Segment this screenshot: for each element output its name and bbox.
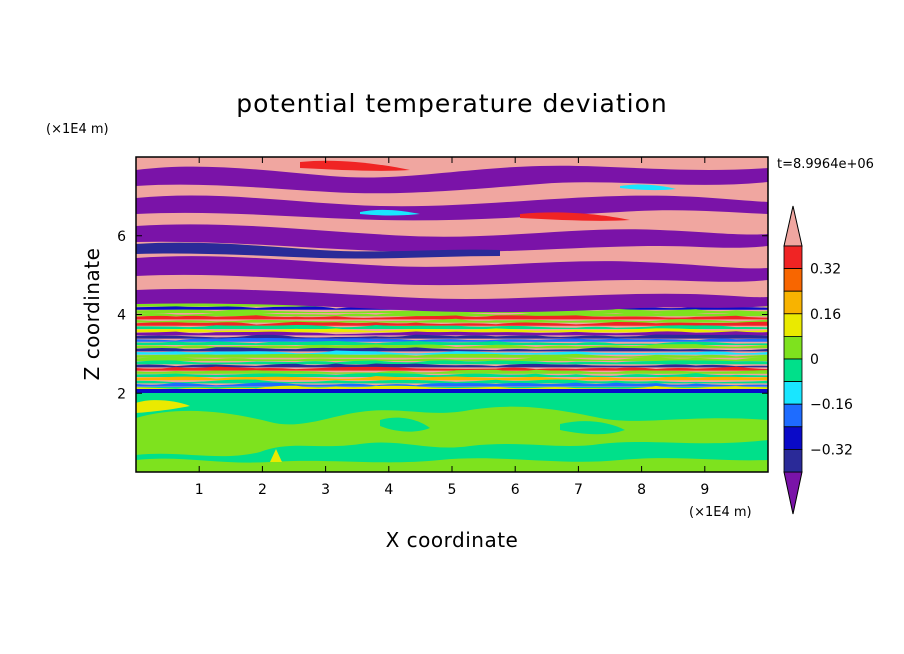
contour-band (136, 356, 768, 361)
contour-band (136, 363, 768, 368)
colorbar-label: 0.32 (810, 262, 841, 278)
contour-band (136, 376, 768, 381)
contour-band (136, 318, 768, 323)
contour-band (136, 324, 768, 329)
contour-field (136, 157, 768, 472)
x-tick-label: 2 (258, 482, 267, 498)
lower-blob (270, 449, 282, 462)
upper-band (136, 165, 768, 194)
time-label: t=8.9964e+06 (777, 157, 874, 172)
upper-band (136, 242, 500, 259)
x-tick-label: 7 (574, 482, 583, 498)
colorbar-bin (783, 245, 803, 270)
contour-band (136, 366, 768, 371)
colorbar-bin (783, 426, 803, 450)
contour-band (136, 328, 768, 333)
upper-band (136, 256, 768, 286)
colorbar-bin (783, 290, 803, 315)
contour-band (136, 331, 768, 336)
lower-blob (136, 406, 768, 457)
lower-blob (136, 458, 768, 472)
contour-band (136, 340, 768, 345)
upper-band (136, 288, 768, 313)
y-axis-title: Z coordinate (80, 248, 104, 381)
x-tick-label: 4 (384, 482, 393, 498)
colorbar: 0.32 0.16 0 −0.16 −0.32 (783, 205, 853, 515)
colorbar-bin (783, 448, 803, 473)
contour-band (136, 385, 768, 390)
colorbar-bin (783, 313, 803, 337)
x-tick-label: 1 (195, 482, 204, 498)
contour-band (136, 312, 768, 317)
colorbar-extend-max (783, 205, 803, 247)
y-tick-label: 6 (117, 229, 126, 245)
contour-band (136, 373, 768, 377)
upper-band (620, 184, 676, 191)
contour-band (136, 334, 768, 339)
colorbar-bin (783, 268, 803, 292)
colorbar-label: 0 (810, 352, 819, 368)
contour-band (136, 321, 768, 326)
x-tick-label: 3 (321, 482, 330, 498)
contour-band (136, 382, 768, 387)
x-tick-label: 6 (511, 482, 520, 498)
colorbar-bin (783, 358, 803, 383)
colorbar-label: −0.16 (810, 397, 853, 413)
lower-blob (380, 417, 430, 432)
contour-band (136, 379, 768, 384)
colorbar-label: 0.16 (810, 307, 841, 323)
x-tick-label: 8 (637, 482, 646, 498)
upper-band (360, 209, 420, 216)
y-tick-label: 2 (117, 386, 126, 402)
y-tick-label: 4 (117, 308, 126, 324)
contour-band (136, 369, 768, 374)
contour-band (136, 344, 768, 349)
lower-blob (560, 421, 625, 435)
colorbar-bin (783, 381, 803, 405)
chart-title: potential temperature deviation (236, 89, 667, 118)
colorbar-extend-min (783, 471, 803, 515)
y-unit-label: (×1E4 m) (46, 122, 109, 137)
contour-band (136, 360, 768, 365)
x-tick-label: 5 (448, 482, 457, 498)
colorbar-bin (783, 403, 803, 428)
upper-band (300, 160, 410, 171)
x-axis: 1 2 3 4 5 6 7 8 9 (195, 157, 709, 498)
contour-band (136, 315, 768, 320)
colorbar-label: −0.32 (810, 442, 853, 458)
upper-band (136, 195, 768, 221)
contour-band (136, 347, 768, 352)
x-tick-label: 9 (700, 482, 709, 498)
contour-band (136, 337, 768, 342)
lower-blob (136, 400, 190, 413)
x-unit-label: (×1E4 m) (689, 505, 752, 520)
colorbar-bin (783, 335, 803, 360)
upper-band (520, 212, 630, 221)
contour-band (136, 389, 768, 393)
x-axis-title: X coordinate (386, 528, 519, 552)
contour-band (136, 353, 768, 358)
y-axis: 2 4 6 (117, 229, 768, 402)
contour-band (136, 350, 768, 355)
upper-band (136, 224, 768, 253)
